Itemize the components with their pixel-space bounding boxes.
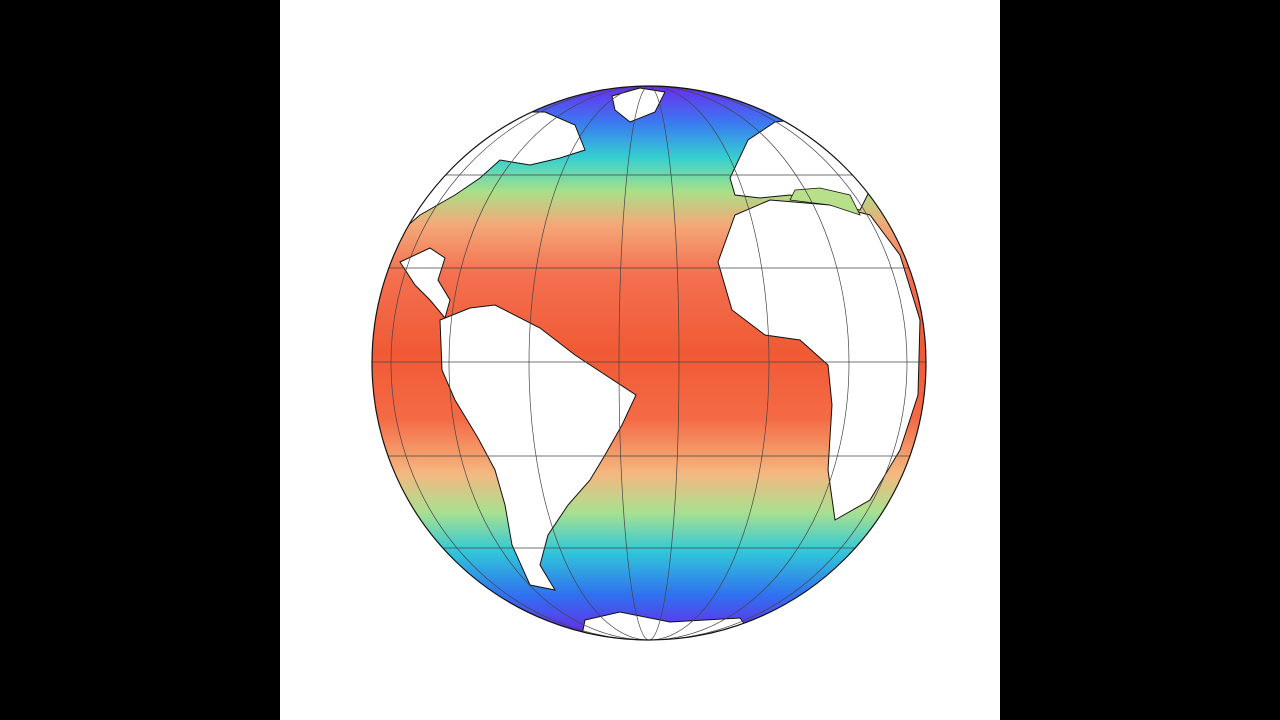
greenland [611, 87, 666, 123]
globe-outline [371, 85, 927, 641]
meridian [448, 86, 850, 640]
land [372, 87, 921, 640]
globe [372, 86, 926, 640]
graticule [372, 86, 926, 640]
meridian [528, 86, 770, 640]
meridian [618, 86, 680, 640]
central-america [399, 247, 451, 320]
meridian [390, 86, 908, 640]
mediterranean [789, 187, 861, 216]
south-america [439, 304, 637, 591]
